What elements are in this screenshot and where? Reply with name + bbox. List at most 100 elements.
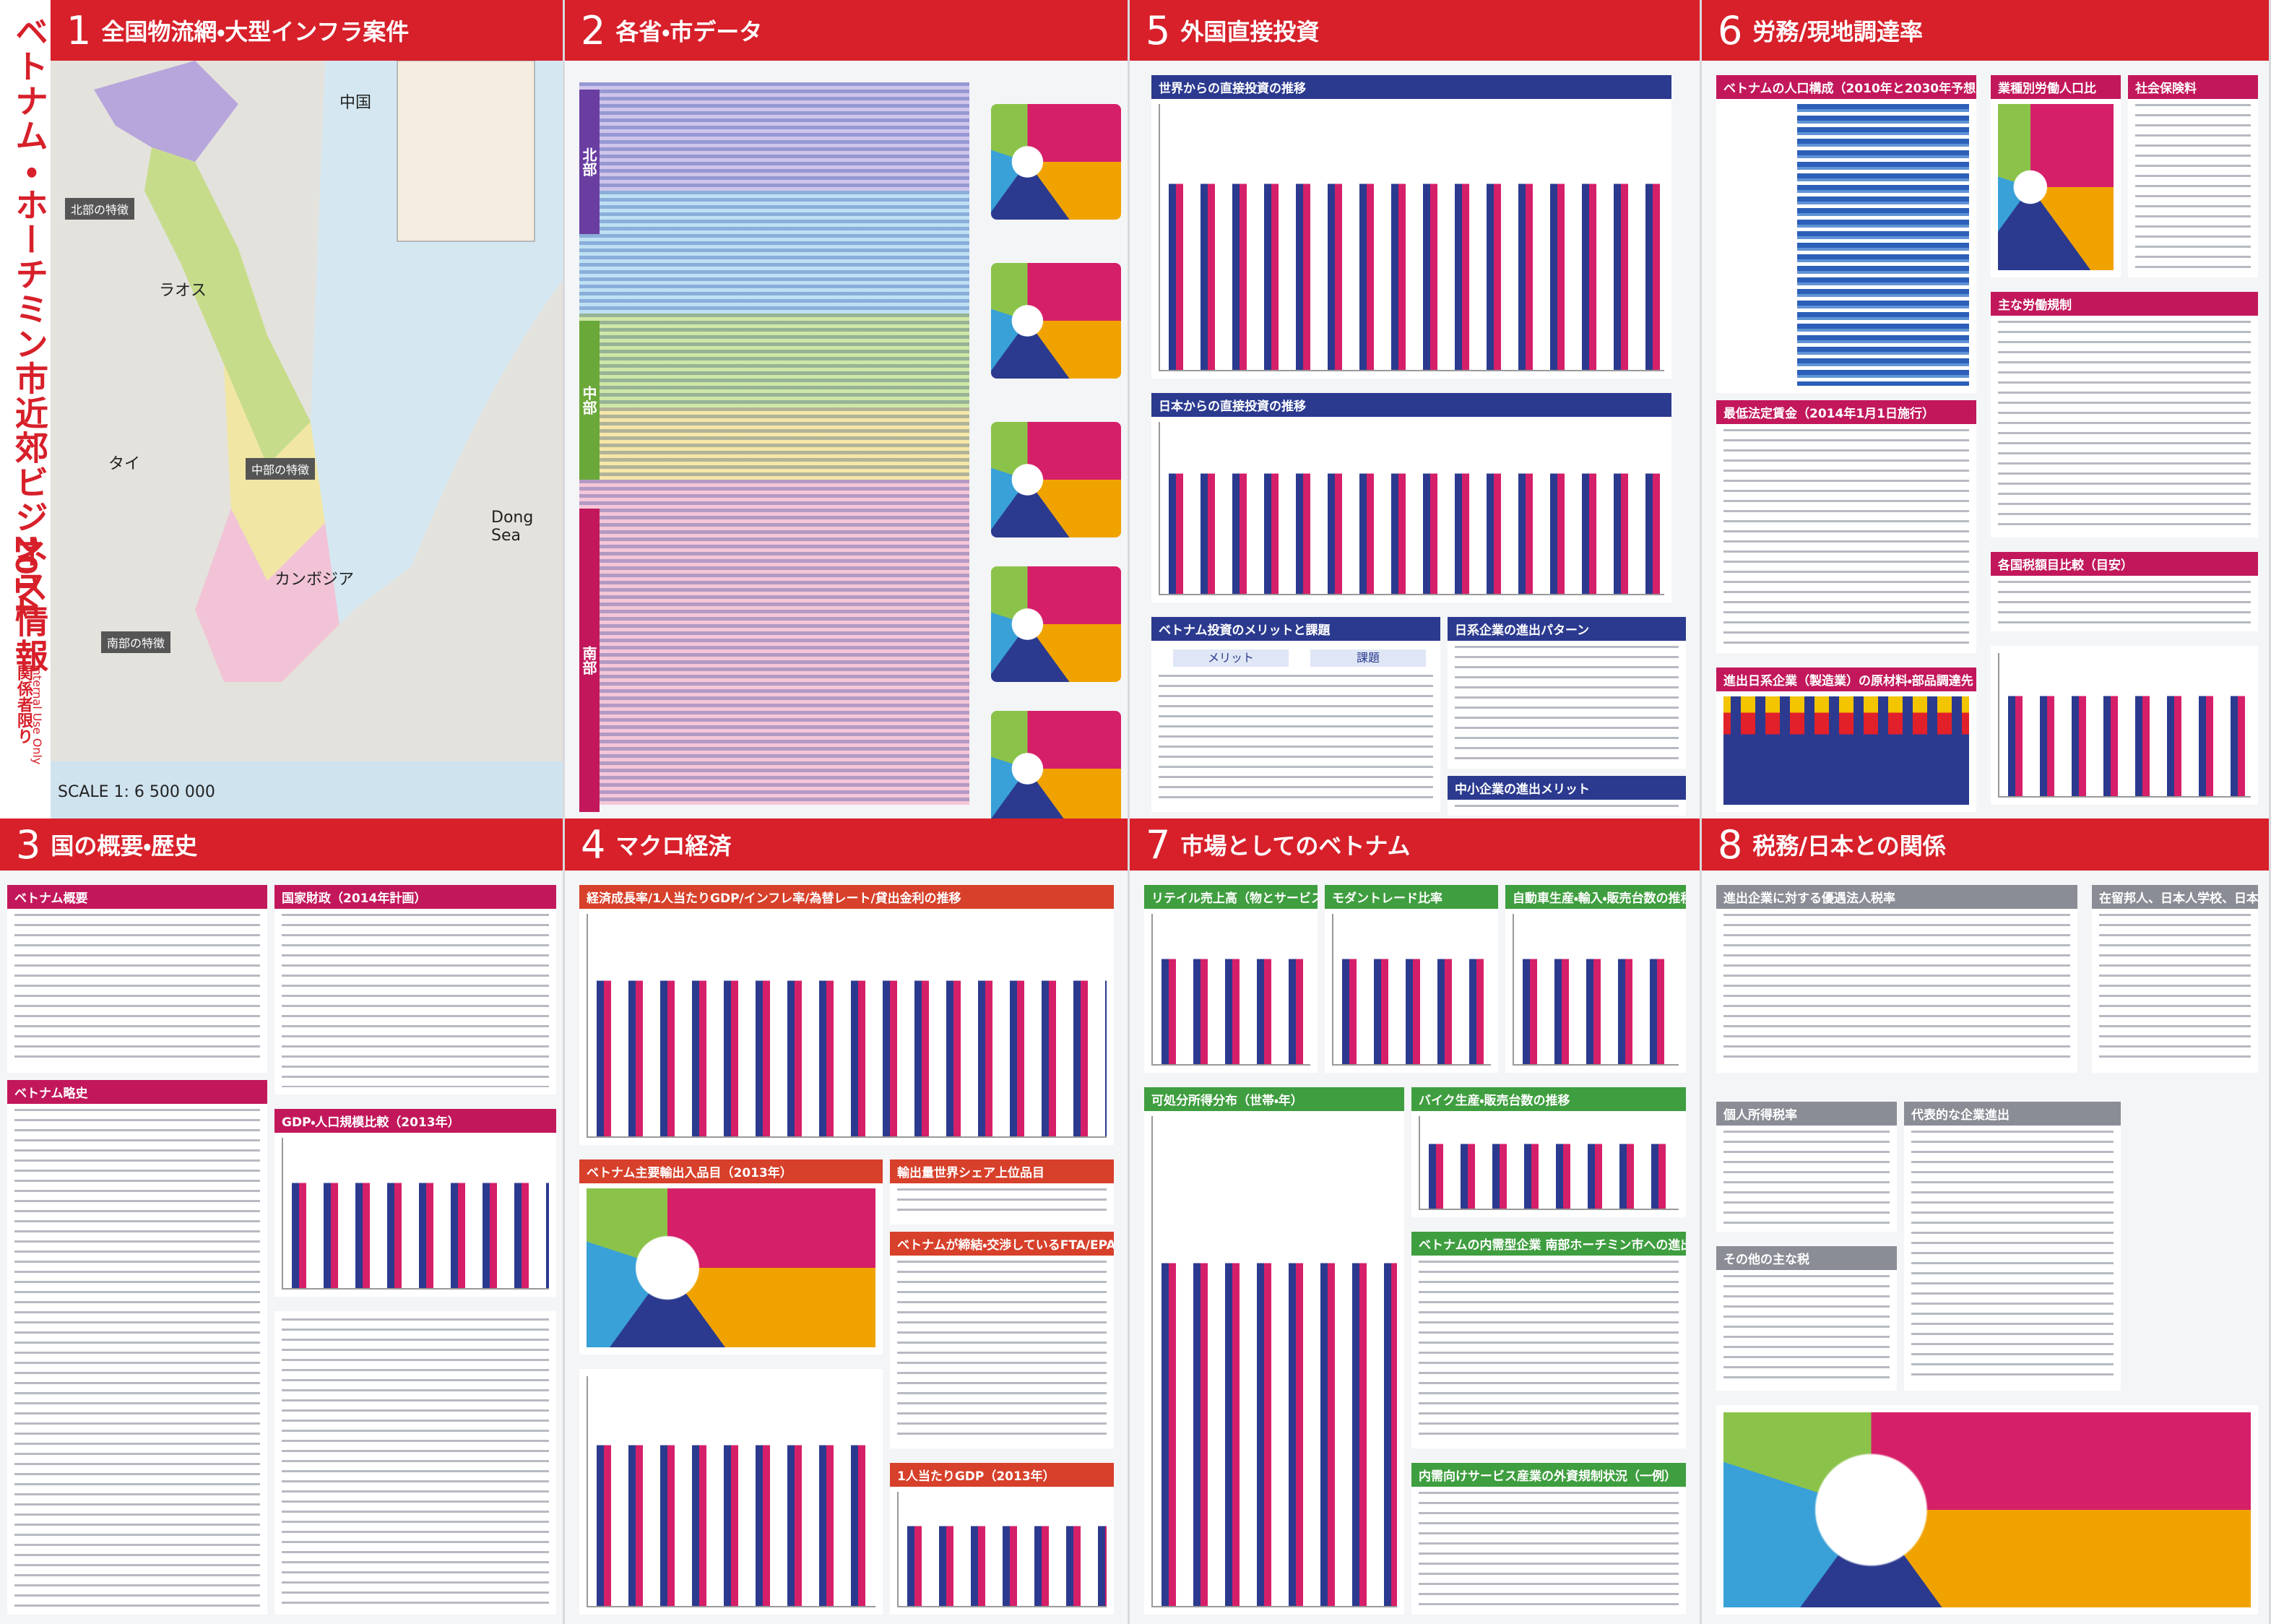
block-heading: 日本からの直接投資の推移 — [1151, 393, 1671, 417]
chart-graphic — [1723, 104, 1969, 386]
block-heading: 内需向けサービス産業の外資規制状況（一例） — [1411, 1463, 1686, 1487]
block: 最低法定賃金（2014年1月1日施行） — [1716, 400, 1976, 653]
panel-header: 2 各省・市データ — [565, 0, 1128, 61]
chart-graphic — [1455, 646, 1679, 761]
chart-graphic — [587, 1188, 875, 1347]
panel: 4 マクロ経済経済成長率/1人当たりGDP/インフレ率/為替レート/貸出金利の推移… — [565, 819, 1130, 1624]
cover-restriction: 関係者限り — [14, 665, 33, 744]
block: 経済成長率/1人当たりGDP/インフレ率/為替レート/貸出金利の推移 — [579, 885, 1114, 1145]
pie-chart — [991, 263, 1121, 379]
block: 世界からの直接投資の推移 — [1151, 75, 1671, 379]
map-label: ラオス — [159, 282, 207, 300]
section-number: 2 — [581, 7, 606, 53]
panel: 3 国の概要・歴史 ベトナム概要 国家財政（2014年計画） ベトナム略史 GDP・人口規… — [0, 819, 565, 1624]
section-number: 3 — [16, 821, 41, 868]
cover-strip: ベトナム・ホーチミン市近郊ビジネス情報 2014 関係者限り Internal … — [0, 0, 51, 819]
region-south — [195, 509, 339, 682]
region-north — [94, 61, 238, 162]
map — [51, 61, 563, 819]
block-heading: 国家財政（2014年計画） — [274, 885, 556, 909]
section-title: 全国物流網・大型インフラ案件 — [101, 18, 410, 46]
block: ベトナムの内需型企業 南部ホーチミン市への進出が主流 — [1411, 1232, 1686, 1448]
chart-graphic — [1723, 1275, 1890, 1383]
section-number: 4 — [581, 821, 606, 868]
panel: 2 各省・市データ北部中部南部 — [565, 0, 1130, 819]
panel: 8 税務/日本との関係進出企業に対する優遇法人税率在留邦人、日本人学校、日本商工会… — [1702, 819, 2271, 1624]
decoration — [579, 1369, 883, 1615]
chart-graphic — [282, 1318, 549, 1607]
block-heading: ベトナム投資のメリットと課題 — [1151, 617, 1440, 641]
block-heading: 主な労働規制 — [1991, 292, 2258, 316]
block: GDP・人口規模比較（2013年） — [274, 1109, 556, 1297]
map-label: 北部の特徴 — [65, 198, 135, 220]
block-heading: 経済成長率/1人当たりGDP/インフレ率/為替レート/貸出金利の推移 — [579, 885, 1114, 909]
block-heading: バイク生産・販売台数の推移 — [1411, 1087, 1686, 1111]
pie-chart — [991, 104, 1121, 220]
chart-graphic — [587, 914, 1107, 1138]
block: その他の主な税 — [1716, 1246, 1897, 1391]
tag-label: メリット — [1173, 649, 1289, 667]
block: ベトナムの人口構成（2010年と2030年予想比較） — [1716, 75, 1976, 393]
block-heading: 可処分所得分布（世帯・年） — [1144, 1087, 1404, 1111]
block-heading: 最低法定賃金（2014年1月1日施行） — [1716, 400, 1976, 424]
section-title: マクロ経済 — [615, 832, 732, 860]
block: リテイル売上高（物とサービス）の推移 — [1144, 885, 1318, 1073]
panel-header: 1 全国物流網・大型インフラ案件 — [51, 0, 563, 61]
chart-graphic — [1455, 805, 1679, 808]
block: 進出企業に対する優遇法人税率 — [1716, 885, 2077, 1073]
panel-body: 北部 中部 南部 — [565, 61, 1128, 819]
decoration — [1991, 646, 2258, 805]
panel-header: 8 税務/日本との関係 — [1702, 819, 2269, 871]
block-heading: 業種別労働人口比 — [1991, 75, 2121, 99]
cover-year: 2014 — [9, 535, 42, 616]
chart-graphic — [1419, 1261, 1679, 1441]
chart-graphic — [1998, 321, 2251, 530]
chart-graphic — [1151, 1116, 1397, 1607]
block: 業種別労働人口比 — [1991, 75, 2121, 277]
section-title: 税務/日本との関係 — [1752, 832, 1946, 860]
panel-body: 中国 ラオス タイ カンボジア Dong Sea 北部の特徴 中部の特徴 南部の特徴 SCALE… — [51, 61, 563, 819]
block-heading: 社会保険料 — [2128, 75, 2258, 99]
panel-header: 4 マクロ経済 — [565, 819, 1128, 871]
region-label: 南部 — [579, 509, 600, 812]
section-number: 8 — [1718, 821, 1743, 868]
map-label: 南部の特徴 — [101, 631, 171, 653]
map-label: カンボジア — [274, 571, 355, 589]
panel-header: 6 労務/現地調達率 — [1702, 0, 2269, 61]
block-heading: リテイル売上高（物とサービス）の推移 — [1144, 885, 1318, 909]
block-heading: 各国税額目比較（目安） — [1991, 552, 2258, 576]
block: モダントレード比率 — [1325, 885, 1498, 1073]
panel: 1 全国物流網・大型インフラ案件 中国 ラオス タイ カンボジア Dong Sea 北部の特徴… — [51, 0, 565, 819]
block: 輸出量世界シェア上位品目 — [890, 1159, 1114, 1225]
section-title: 各省・市データ — [615, 18, 763, 46]
block-heading: ベトナムが締結・交渉しているFTA/EPA — [890, 1232, 1114, 1256]
panel-body: 経済成長率/1人当たりGDP/インフレ率/為替レート/貸出金利の推移 ベトナム主要… — [565, 871, 1128, 1624]
section-title: 外国直接投資 — [1180, 18, 1320, 46]
panel-body: 世界からの直接投資の推移日本からの直接投資の推移 ベトナム投資のメリットと課題メリ… — [1130, 61, 1700, 819]
block: 社会保険料 — [2128, 75, 2258, 277]
chart-graphic — [2099, 914, 2251, 1066]
block-heading: ベトナム主要輸出入品目（2013年） — [579, 1159, 883, 1183]
section-number: 5 — [1146, 7, 1171, 53]
panel: 7 市場としてのベトナムリテイル売上高（物とサービス）の推移モダントレード比率自動… — [1130, 819, 1702, 1624]
block-heading: ベトナムの内需型企業 南部ホーチミン市への進出が主流 — [1411, 1232, 1686, 1256]
block-heading: ベトナム略史 — [7, 1080, 267, 1104]
chart-graphic — [897, 1261, 1107, 1441]
chart-graphic — [1419, 1492, 1679, 1607]
region-label: 北部 — [579, 90, 600, 234]
block-heading: GDP・人口規模比較（2013年） — [274, 1109, 556, 1133]
chart-graphic — [587, 1376, 875, 1607]
pie-chart — [991, 711, 1121, 819]
block-heading: モダントレード比率 — [1325, 885, 1498, 909]
block-heading: その他の主な税 — [1716, 1246, 1897, 1270]
block-heading: 1人当たりGDP（2013年） — [890, 1463, 1114, 1487]
chart-graphic — [1723, 1412, 2251, 1607]
chart-graphic — [1723, 429, 1969, 646]
block-heading: 中小企業の進出メリット — [1448, 776, 1686, 800]
chart-graphic — [1332, 914, 1491, 1066]
region-label: 中部 — [579, 321, 600, 480]
block-heading: 自動車生産・輸入・販売台数の推移 — [1505, 885, 1686, 909]
block: 主な労働規制 — [1991, 292, 2258, 537]
